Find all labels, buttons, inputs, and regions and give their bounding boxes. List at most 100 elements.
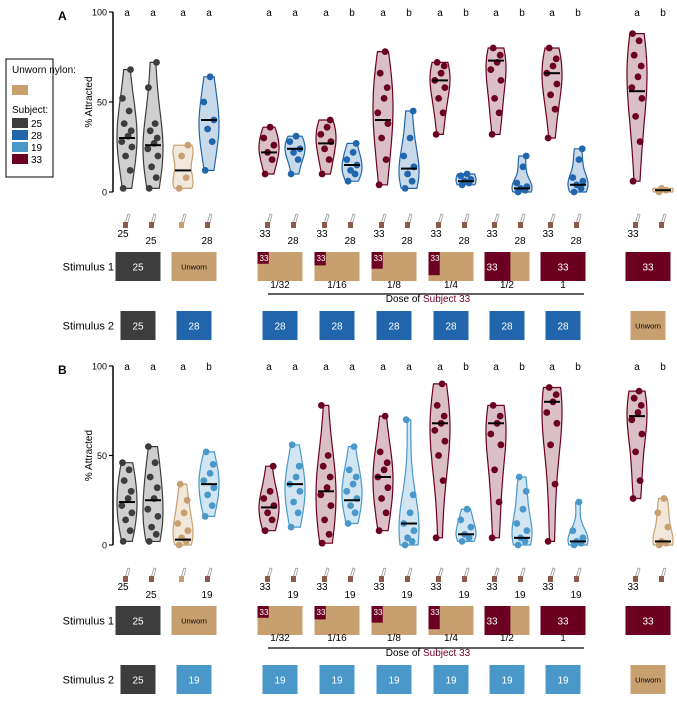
data-point — [151, 459, 159, 467]
stim2-label: 19 — [501, 676, 513, 687]
hand-icon-left — [322, 567, 330, 582]
stim2-label: 28 — [188, 322, 200, 333]
data-point — [374, 109, 382, 117]
data-point — [629, 177, 637, 185]
sig-letter-right: a — [349, 362, 355, 373]
hand-icon-left-fill — [123, 222, 128, 228]
data-point — [489, 44, 497, 52]
stim1-label: 33 — [642, 263, 654, 274]
data-point — [638, 95, 646, 102]
stim2-fill — [433, 665, 469, 694]
hand-icon-left — [265, 213, 273, 228]
violin-body — [172, 144, 194, 189]
data-point — [144, 145, 152, 153]
data-point — [125, 466, 133, 474]
dose-label: 1/4 — [444, 633, 458, 644]
subject-num-right: 19 — [287, 590, 299, 601]
data-point — [180, 509, 188, 517]
data-point — [270, 141, 278, 149]
hand-icon-right-fill — [462, 222, 467, 228]
data-point — [153, 484, 161, 492]
data-point — [154, 513, 162, 520]
stim2-label: 19 — [557, 676, 569, 687]
data-point — [352, 140, 360, 147]
data-point — [382, 156, 390, 164]
subject-num-right: 19 — [344, 590, 356, 601]
legend-unworn-swatch — [12, 85, 28, 95]
data-point — [152, 530, 160, 538]
data-point — [552, 391, 560, 398]
dose-label: 1/8 — [387, 633, 401, 644]
violin-right — [142, 59, 164, 192]
stimulus2-box: Unworn — [630, 665, 666, 694]
data-point — [513, 520, 521, 527]
stimulus1-box: 33 — [625, 606, 671, 635]
sig-letter-left: a — [549, 362, 555, 373]
group-9: a b 33 33 Unworn — [625, 362, 674, 694]
data-point — [352, 473, 360, 481]
data-point — [347, 502, 354, 509]
data-point — [323, 484, 331, 492]
data-point — [547, 91, 554, 99]
stim2-fill — [262, 665, 298, 694]
data-point — [122, 516, 129, 524]
data-point — [404, 534, 411, 542]
hand-icon-right — [291, 213, 299, 228]
sig-letter-left: a — [266, 8, 272, 19]
data-point — [269, 462, 277, 470]
data-point — [382, 509, 390, 517]
data-point — [286, 138, 294, 146]
data-point — [376, 448, 384, 456]
violin-right — [198, 448, 220, 520]
dose-axis-label-subject: Subject 33 — [423, 648, 471, 659]
data-point — [319, 462, 327, 470]
stim2-fill — [376, 665, 412, 694]
data-point — [287, 523, 295, 531]
violin-left — [172, 480, 194, 549]
violin-left — [485, 44, 507, 138]
data-point — [351, 509, 359, 517]
sig-letter-left: a — [180, 362, 186, 373]
stim1-label: 33 — [431, 608, 440, 617]
stim1-label: 33 — [317, 254, 326, 263]
violin-right — [511, 152, 533, 196]
data-point — [522, 152, 530, 160]
data-point — [375, 181, 383, 189]
data-point — [349, 480, 357, 488]
stim1-fill — [171, 252, 217, 281]
data-point — [184, 527, 192, 535]
stim1-label: 33 — [642, 617, 654, 628]
data-point — [146, 473, 154, 481]
stim2-label: 28 — [445, 322, 457, 333]
subject-num-right: 28 — [287, 236, 299, 247]
data-point — [317, 491, 325, 499]
subject-num-right: 28 — [401, 236, 413, 247]
stimulus1-box: 33 — [484, 252, 530, 281]
violin-left — [258, 462, 280, 535]
subject-num-right: 25 — [145, 236, 157, 247]
sig-letter-right: b — [575, 362, 581, 373]
hand-icon-left — [492, 213, 500, 228]
stim1-label: 25 — [132, 617, 144, 628]
panel-letter: B — [58, 363, 67, 377]
data-point — [488, 534, 496, 542]
data-point — [402, 416, 410, 424]
data-point — [204, 491, 212, 499]
legend-swatch-19 — [12, 142, 28, 152]
sig-letter-left: a — [437, 362, 443, 373]
hand-icon-right — [205, 567, 213, 582]
data-point — [343, 156, 351, 164]
data-point — [126, 167, 134, 174]
hand-icon-left — [548, 213, 556, 228]
hand-icon-left-fill — [548, 576, 553, 582]
stimulus1-box: 33 — [371, 606, 417, 635]
subject-num-left: 33 — [542, 229, 554, 240]
group-9: a b 33 33 Unworn — [625, 8, 674, 340]
hand-icon-right-fill — [405, 222, 410, 228]
data-point — [119, 95, 126, 102]
stim1-label: 33 — [317, 608, 326, 617]
data-point — [145, 443, 152, 450]
data-point — [635, 387, 643, 395]
